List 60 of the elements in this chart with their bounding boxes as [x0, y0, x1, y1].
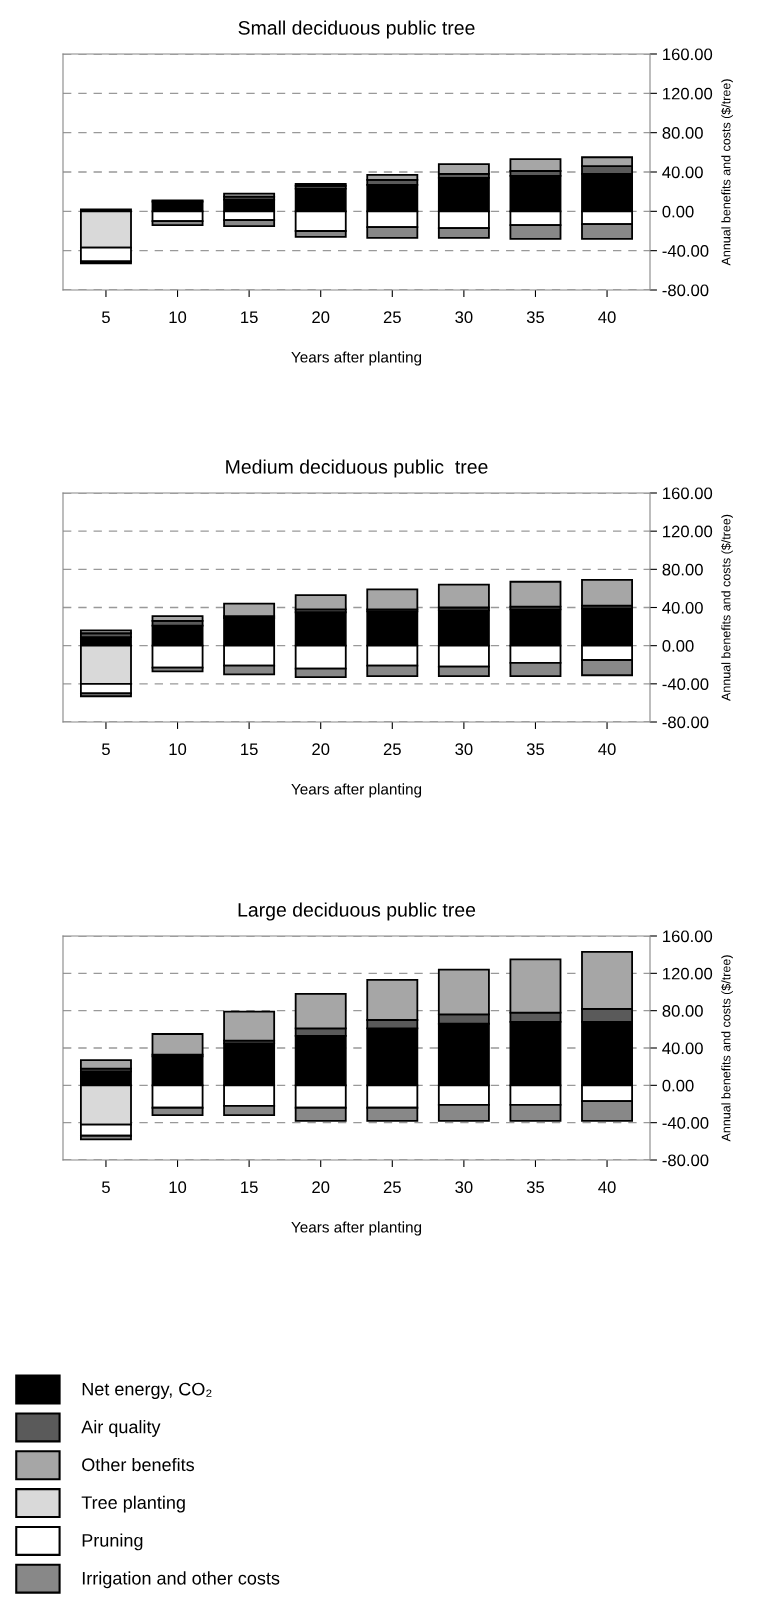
- legend-label: Pruning: [82, 1533, 143, 1551]
- x-tick-label: 30: [455, 311, 473, 324]
- x-tick-label: 5: [101, 743, 110, 756]
- x-tick-label: 30: [455, 743, 473, 756]
- x-tick-label: 35: [526, 1181, 545, 1194]
- x-tick-label: 40: [598, 311, 616, 324]
- y-tick-label: 80.00: [662, 563, 703, 576]
- y-tick-label: 80.00: [662, 1005, 703, 1017]
- y-tick-label: -80.00: [662, 1154, 709, 1167]
- x-axis-title: Years after planting: [291, 351, 422, 366]
- y-axis-title: Annual benefits and costs ($/tree): [721, 955, 733, 1142]
- y-axis-title: Annual benefits and costs ($/tree): [721, 514, 733, 701]
- x-tick-label: 10: [169, 1181, 187, 1194]
- legend-label: Irrigation and other costs: [82, 1571, 280, 1589]
- x-tick-label: 10: [169, 743, 187, 756]
- x-tick-label: 15: [241, 311, 258, 324]
- x-tick-label: 40: [598, 1181, 616, 1194]
- x-axis-title: Years after planting: [291, 783, 422, 798]
- x-tick-label: 35: [526, 743, 545, 756]
- legend-label: Tree planting: [81, 1495, 185, 1513]
- x-tick-label: 10: [169, 311, 187, 324]
- x-tick-label: 15: [241, 1181, 258, 1194]
- chart-title: Medium deciduous public tree: [226, 459, 488, 478]
- y-tick-label: 120.00: [663, 967, 713, 980]
- y-tick-label: 120.00: [663, 525, 713, 538]
- y-tick-label: 40.00: [662, 601, 703, 614]
- x-tick-label: 5: [101, 1181, 110, 1194]
- y-tick-label: 120.00: [663, 87, 713, 100]
- x-tick-label: 25: [383, 311, 401, 324]
- y-tick-label: 160.00: [663, 48, 713, 61]
- y-tick-label: 0.00: [662, 205, 694, 218]
- y-tick-label: -80.00: [662, 284, 709, 297]
- y-tick-label: 160.00: [663, 487, 713, 500]
- y-tick-label: 80.00: [662, 127, 703, 139]
- y-tick-label: 40.00: [662, 166, 703, 179]
- x-tick-label: 15: [241, 743, 258, 756]
- x-tick-label: 35: [526, 311, 545, 324]
- x-tick-label: 25: [383, 743, 401, 756]
- x-tick-label: 20: [312, 743, 330, 756]
- y-tick-label: 0.00: [662, 640, 694, 652]
- chart-title: Small deciduous public tree: [238, 20, 475, 39]
- chart-title: Large deciduous public tree: [238, 902, 476, 921]
- x-tick-label: 20: [312, 311, 330, 324]
- y-tick-label: -80.00: [662, 716, 709, 729]
- x-tick-label: 25: [383, 1181, 401, 1194]
- legend-label: Net energy, CO₂: [82, 1382, 212, 1400]
- x-axis-title: Years after planting: [291, 1221, 422, 1236]
- x-tick-label: 30: [455, 1181, 473, 1194]
- y-tick-label: 0.00: [662, 1079, 694, 1092]
- y-tick-label: -40.00: [662, 678, 709, 691]
- y-tick-label: 40.00: [662, 1042, 703, 1055]
- x-tick-label: 20: [312, 1181, 330, 1194]
- x-tick-label: 40: [598, 743, 616, 756]
- y-axis-title: Annual benefits and costs ($/tree): [721, 79, 733, 266]
- legend-label: Air quality: [81, 1420, 161, 1437]
- legend-label: Other benefits: [82, 1457, 195, 1472]
- y-tick-label: -40.00: [662, 1117, 709, 1129]
- y-tick-label: -40.00: [662, 245, 709, 257]
- x-tick-label: 5: [101, 311, 110, 324]
- y-tick-label: 160.00: [663, 930, 713, 943]
